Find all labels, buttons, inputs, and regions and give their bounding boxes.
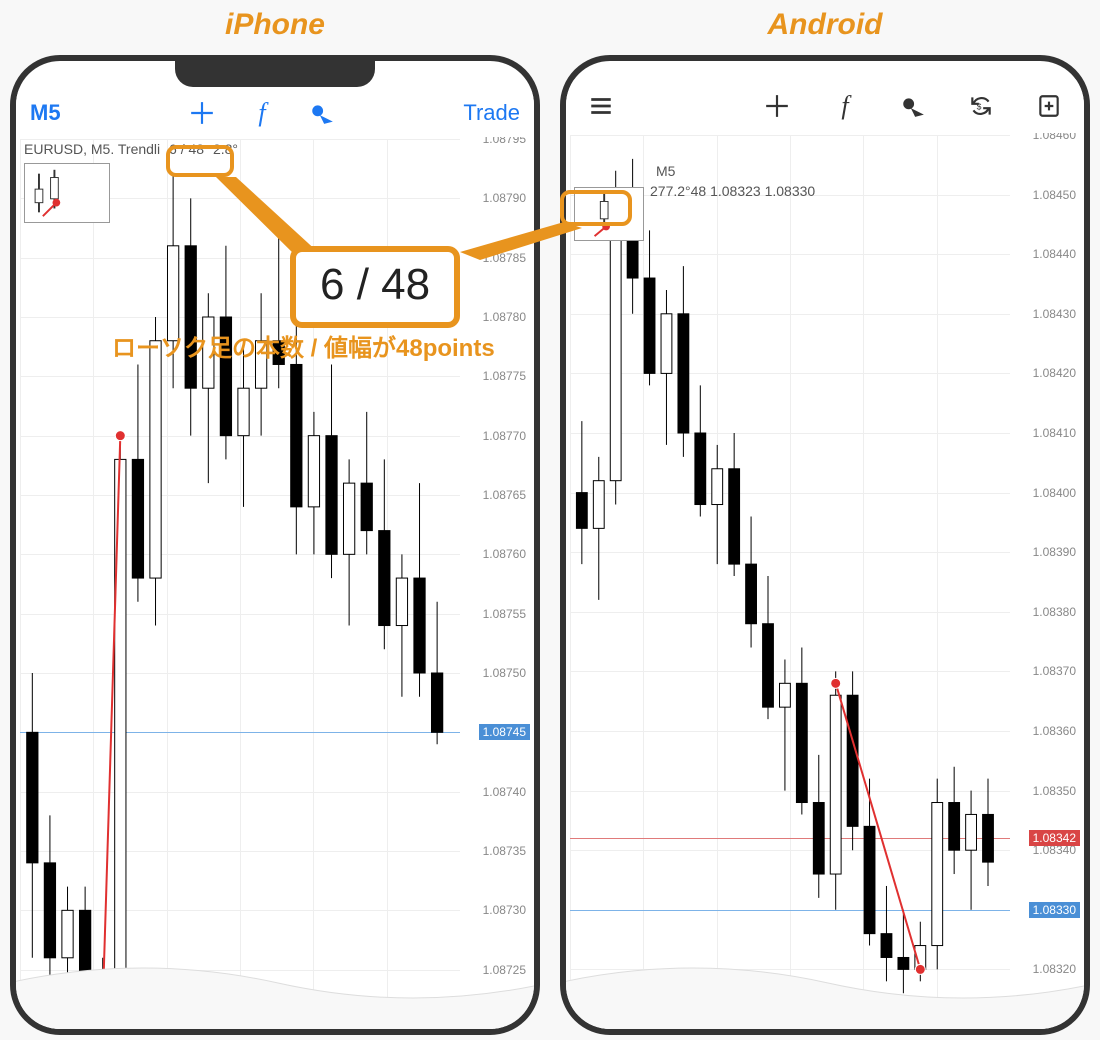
- axis-tick: 1.08380: [1033, 605, 1076, 619]
- axis-tick: 1.08790: [483, 191, 526, 205]
- hamburger-menu-icon[interactable]: [588, 93, 614, 119]
- axis-tick: 1.08750: [483, 666, 526, 680]
- crosshair-icon[interactable]: [764, 93, 790, 119]
- axis-tick: 1.08765: [483, 488, 526, 502]
- iphone-notch: [175, 59, 375, 87]
- iphone-device: M5 f Trade EURUSD, M5. Trendli 6 / 48 2.: [0, 55, 550, 1040]
- iphone-chart-info: EURUSD, M5. Trendli 6 / 48 2.8°: [24, 141, 238, 157]
- ios-toolbar: M5 f Trade: [16, 89, 534, 137]
- android-chart-tf: M5: [656, 163, 675, 179]
- ratio-caption: ローソク足の本数 / 値幅が48points: [112, 328, 495, 363]
- axis-tick: 1.08735: [483, 844, 526, 858]
- axis-tick: 1.08370: [1033, 664, 1076, 678]
- axis-tick: 1.08420: [1033, 366, 1076, 380]
- axis-tick: 1.08730: [483, 903, 526, 917]
- refresh-quotes-icon[interactable]: $: [968, 93, 994, 119]
- function-icon[interactable]: f: [832, 93, 858, 119]
- axis-tick: 1.08775: [483, 369, 526, 383]
- title-iphone: iPhone: [0, 0, 550, 55]
- svg-text:$: $: [977, 101, 982, 111]
- axis-tick: 1.08410: [1033, 426, 1076, 440]
- axis-tick: 1.08755: [483, 607, 526, 621]
- new-order-icon[interactable]: [1036, 93, 1062, 119]
- ask-price-badge: 1.08342: [1029, 830, 1080, 846]
- title-android: Android: [550, 0, 1100, 55]
- axis-tick: 1.08780: [483, 310, 526, 324]
- crosshair-icon[interactable]: [189, 100, 215, 126]
- android-chart-info: 277.2°48 1.08323 1.08330: [650, 183, 815, 199]
- chart-preview-thumb[interactable]: [24, 163, 110, 223]
- axis-tick: 1.08450: [1033, 188, 1076, 202]
- iphone-price-axis: 1.087201.087251.087301.087351.087401.087…: [460, 139, 530, 1029]
- chart-preview-thumb[interactable]: [574, 187, 644, 241]
- android-toolbar: f $: [566, 79, 1084, 133]
- axis-tick: 1.08350: [1033, 784, 1076, 798]
- axis-tick: 1.08725: [483, 963, 526, 977]
- axis-tick: 1.08760: [483, 547, 526, 561]
- android-price-axis: 1.083201.083301.083401.083501.083601.083…: [1010, 135, 1080, 1029]
- axis-tick: 1.08785: [483, 251, 526, 265]
- axis-tick: 1.08430: [1033, 307, 1076, 321]
- axis-tick: 1.08740: [483, 785, 526, 799]
- axis-tick: 1.08320: [1033, 962, 1076, 976]
- axis-tick: 1.08400: [1033, 486, 1076, 500]
- objects-icon[interactable]: [900, 93, 926, 119]
- current-price-badge: 1.08745: [479, 724, 530, 740]
- axis-tick: 1.08360: [1033, 724, 1076, 738]
- timeframe-button[interactable]: M5: [30, 100, 61, 126]
- android-chart-area[interactable]: 277.2°48 1.08323 1.08330 M5: [570, 135, 1010, 1029]
- axis-tick: 1.08720: [483, 1022, 526, 1035]
- trade-button[interactable]: Trade: [463, 100, 520, 126]
- android-device: f $ 277.2°48 1.08323 1.08330 M5: [550, 55, 1100, 1040]
- axis-tick: 1.08770: [483, 429, 526, 443]
- objects-icon[interactable]: [309, 100, 335, 126]
- bid-price-badge: 1.08330: [1029, 902, 1080, 918]
- axis-tick: 1.08390: [1033, 545, 1076, 559]
- ratio-callout: 6 / 48: [290, 246, 460, 328]
- axis-tick: 1.08440: [1033, 247, 1076, 261]
- function-icon[interactable]: f: [249, 100, 275, 126]
